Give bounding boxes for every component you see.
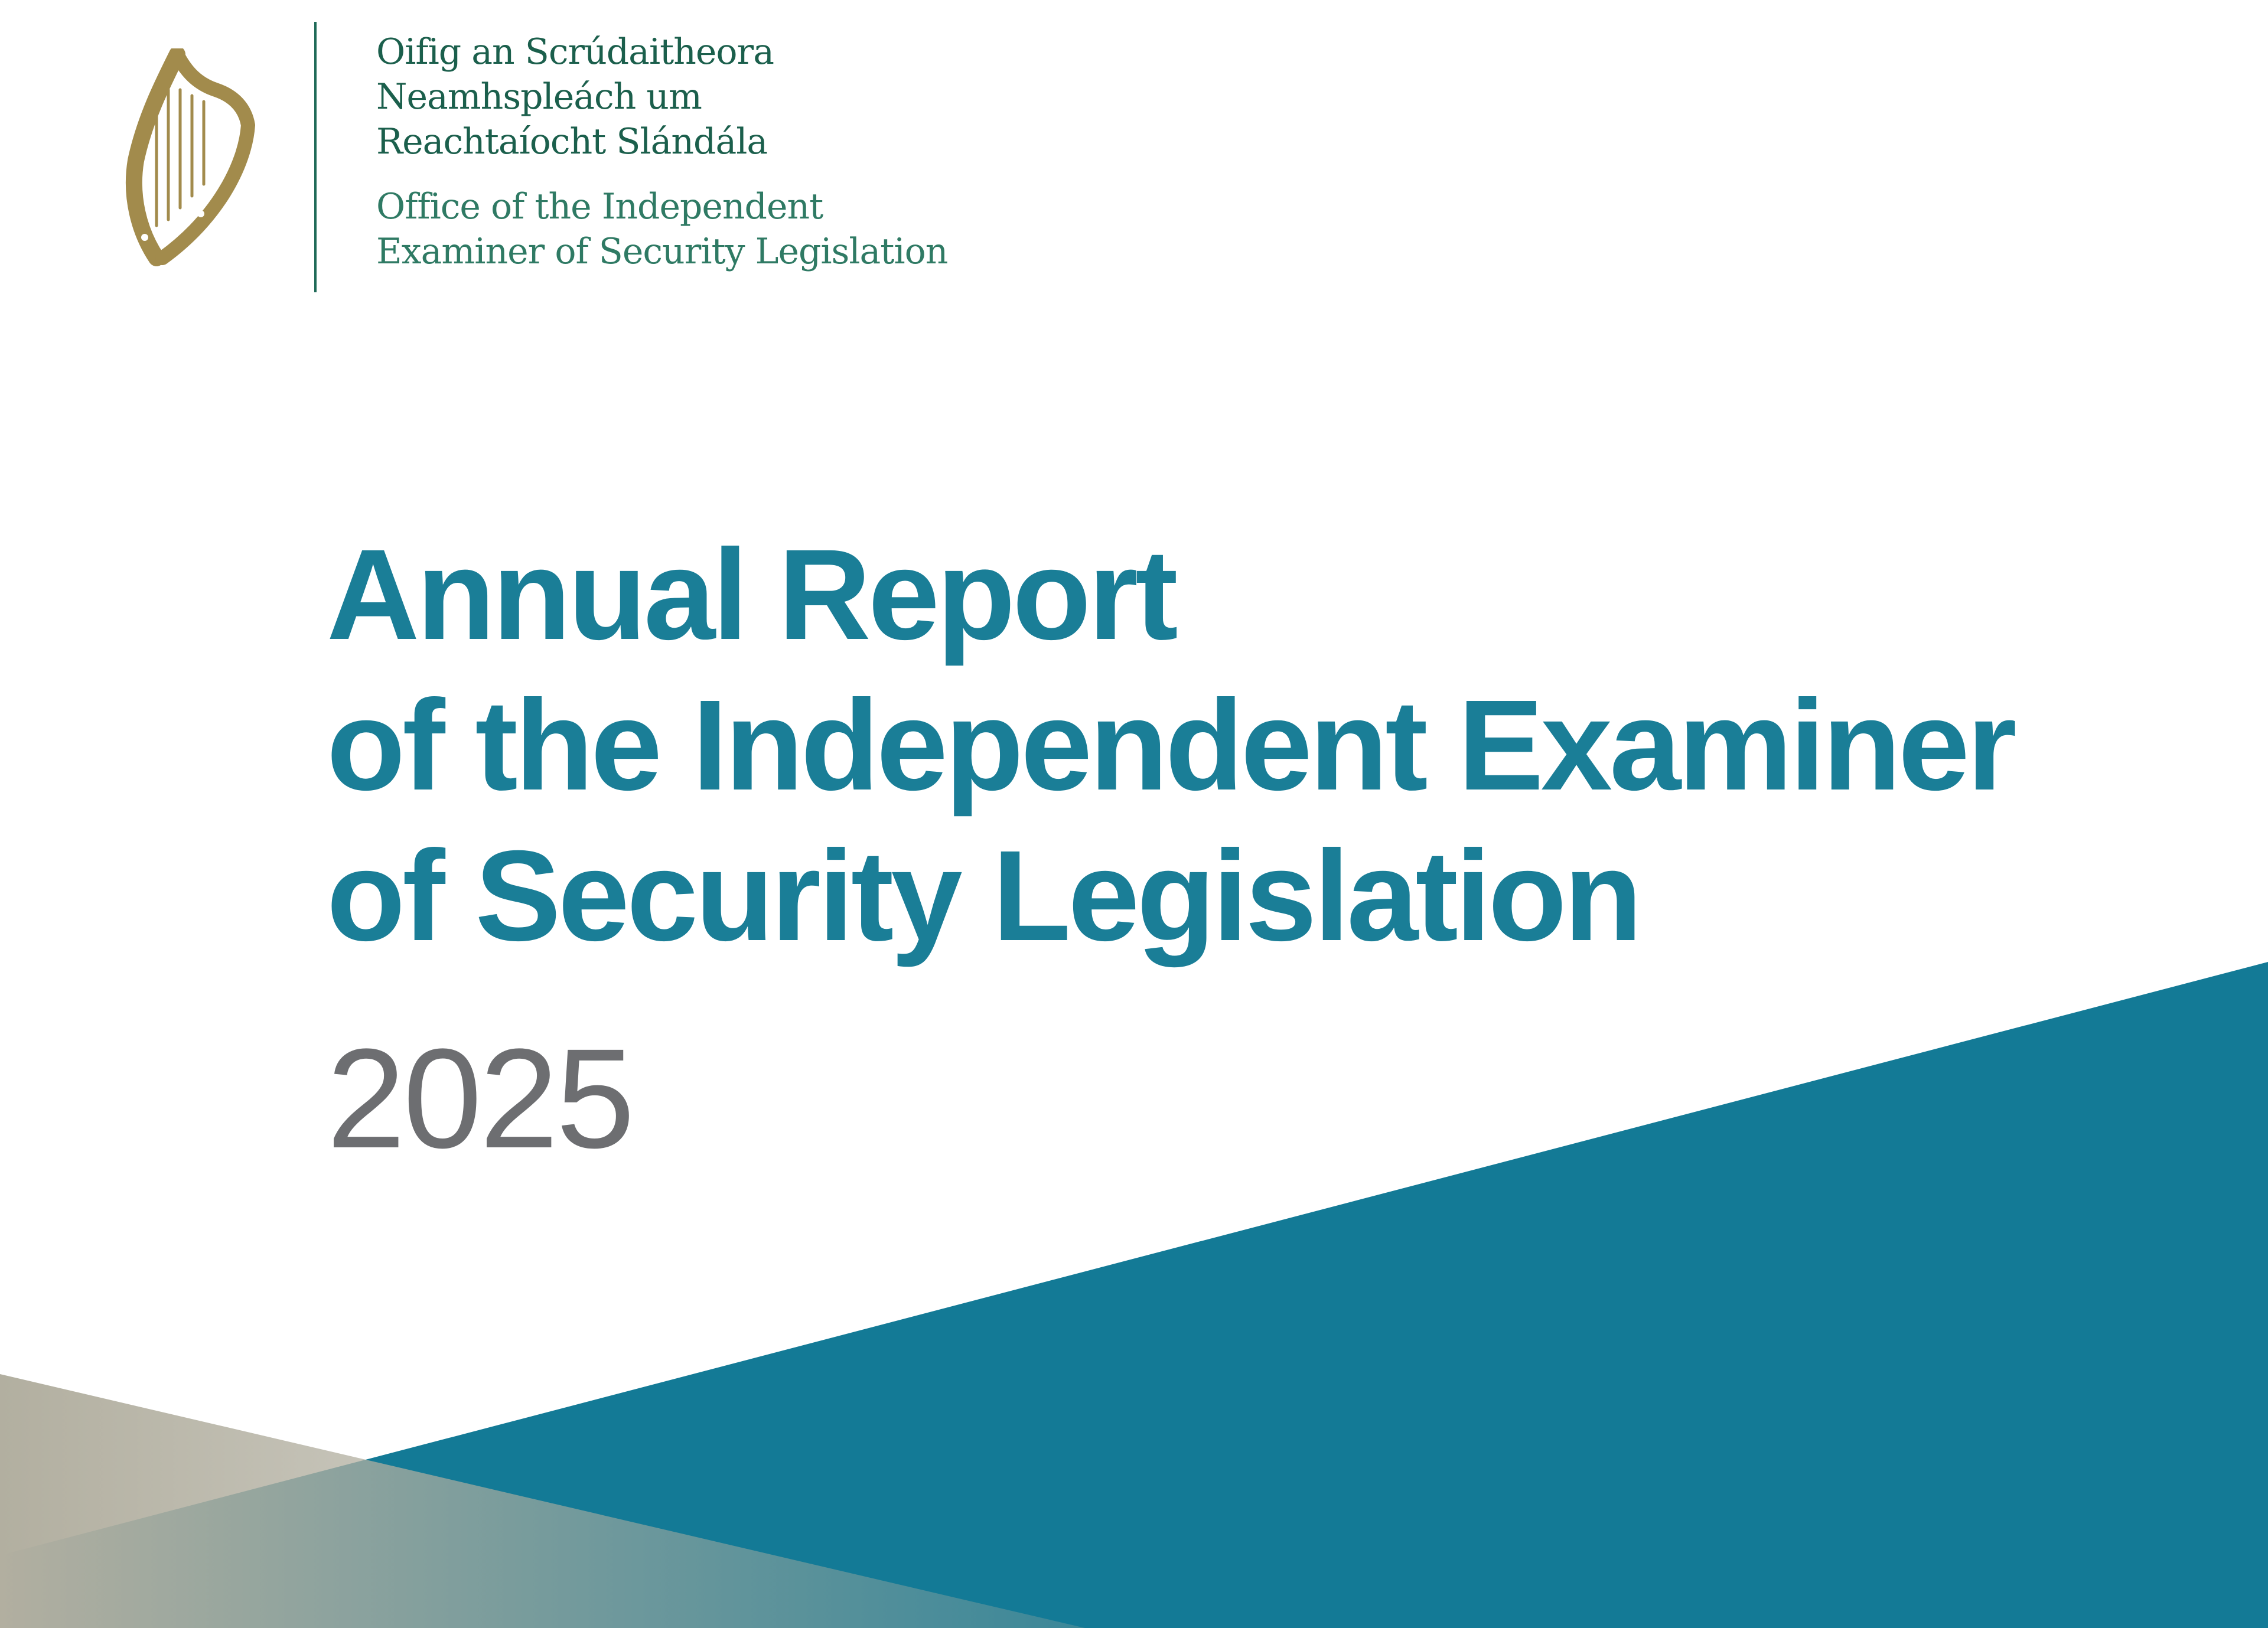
report-year: 2025 [327,1019,635,1177]
report-title-line: of Security Legislation [327,824,1643,968]
org-name-english: Office of the Independent Examiner of Se… [376,184,948,274]
harp-icon [125,48,255,266]
report-title: Annual Report of the Independent Examine… [327,520,2017,971]
report-title-line: of the Independent Examiner [327,674,2017,817]
teal-wedge [0,962,2268,1628]
org-name-english-line: Office of the Independent [376,186,823,227]
org-name-irish-line: Reachtaíocht Slándála [376,121,768,162]
org-name-irish: Oifig an Scrúdaitheora Neamhspleách um R… [376,30,774,164]
org-name-english-line: Examiner of Security Legislation [376,231,948,272]
org-name-irish-line: Oifig an Scrúdaitheora [376,31,774,73]
logo-divider [314,22,317,292]
report-title-line: Annual Report [327,523,1178,667]
tan-wedge [0,1374,1085,1628]
org-name-irish-line: Neamhspleách um [376,76,702,118]
